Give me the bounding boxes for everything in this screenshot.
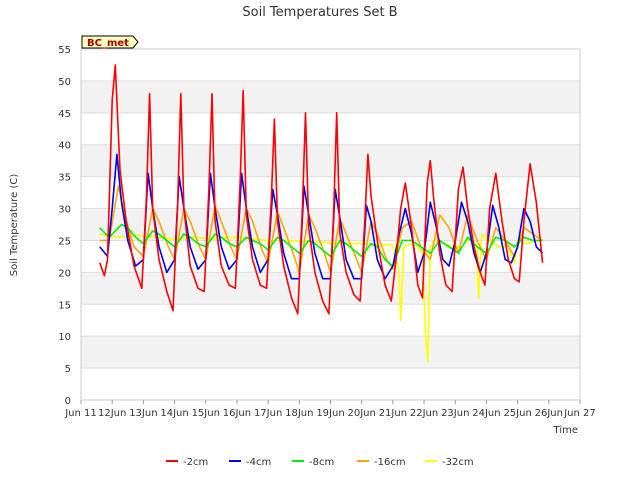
y-tick-label: 0 — [65, 396, 71, 407]
series-line-minus-16cm — [99, 185, 544, 274]
x-tick-label: 14Jun — [160, 408, 188, 419]
station-badge-box — [81, 35, 139, 49]
x-tick-label: 15Jun — [192, 408, 220, 419]
station-badge-label: BC_met — [87, 38, 129, 49]
plot-band — [81, 80, 580, 113]
x-tick-label: 24Jun — [472, 408, 500, 419]
y-tick-label: 5 — [65, 364, 71, 375]
y-tick-label: 25 — [58, 236, 71, 247]
x-axis-ticks: Jun 11 12Jun 13Jun 14Jun 15Jun 16Jun 17Jun 18Ju… — [64, 400, 596, 419]
legend-label: -8cm — [309, 457, 334, 468]
series-lines — [98, 64, 544, 363]
x-tick-label: 22Jun — [410, 408, 438, 419]
x-tick-label: 21Jun — [379, 408, 407, 419]
x-tick-label: 26Jun — [535, 408, 563, 419]
x-axis-label: Time — [553, 425, 578, 436]
x-tick-label: 12Jun — [98, 408, 126, 419]
x-tick-label: 23Jun — [441, 408, 469, 419]
y-tick-label: 10 — [58, 332, 71, 343]
series-line-minus-2cm — [98, 64, 544, 315]
legend-label: -32cm — [442, 457, 474, 468]
legend-label: -2cm — [183, 457, 208, 468]
legend-label: -16cm — [374, 457, 406, 468]
y-tick-label: 35 — [58, 173, 71, 184]
x-tick-label: 16Jun — [223, 408, 251, 419]
y-tick-label: 45 — [58, 109, 71, 120]
station-badge: BC_met — [81, 35, 139, 49]
series-line-minus-8cm — [99, 223, 543, 267]
chart-title: Soil Temperatures Set B — [242, 5, 397, 20]
x-tick-label: Jun 27 — [563, 408, 596, 419]
x-tick-label: 25Jun — [503, 408, 531, 419]
y-tick-label: 40 — [58, 141, 71, 152]
series-line-minus-4cm — [99, 153, 544, 280]
y-tick-label: 50 — [58, 77, 71, 88]
y-axis-ticks: 0 5 10 15 20 25 30 35 40 45 50 55 — [58, 45, 71, 407]
x-tick-label: Jun 11 — [64, 408, 97, 419]
y-tick-label: 20 — [58, 268, 71, 279]
x-tick-label: 13Jun — [129, 408, 157, 419]
x-tick-label: 18Jun — [285, 408, 313, 419]
y-axis-label: Soil Temperature (C) — [9, 174, 20, 277]
legend: -2cm -4cm -8cm -16cm -32cm — [166, 457, 474, 468]
y-tick-label: 15 — [58, 300, 71, 311]
x-tick-label: 20Jun — [348, 408, 376, 419]
x-tick-label: 19Jun — [316, 408, 344, 419]
plot-band — [81, 336, 580, 369]
y-tick-label: 30 — [58, 205, 71, 216]
legend-label: -4cm — [246, 457, 271, 468]
x-tick-label: 17Jun — [254, 408, 282, 419]
plot-band — [81, 144, 580, 177]
y-tick-label: 55 — [58, 45, 71, 56]
